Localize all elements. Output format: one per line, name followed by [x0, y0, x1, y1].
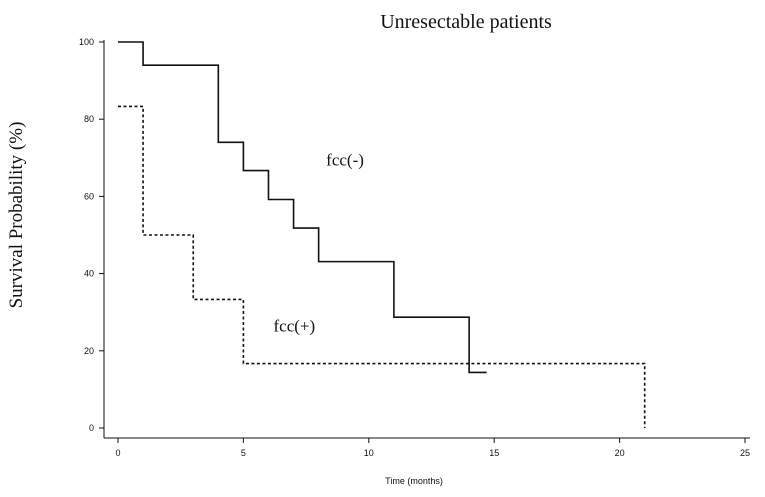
x-tick-label: 15: [489, 448, 499, 458]
x-tick-label: 5: [241, 448, 246, 458]
axis-ticks: 0 5 10 15 20 25 0 20 40 60 80 100: [79, 37, 750, 458]
chart-title: Unresectable patients: [380, 11, 552, 33]
annotation-layer: fcc(-) fcc(+): [273, 151, 363, 336]
y-tick-label: 40: [84, 269, 94, 279]
x-tick-label: 0: [115, 448, 120, 458]
x-tick-label: 20: [615, 448, 625, 458]
curve-label: fcc(-): [326, 151, 364, 170]
y-tick-label: 100: [79, 37, 94, 47]
y-axis-label: Survival Probability (%): [6, 122, 27, 309]
x-tick-label: 25: [740, 448, 750, 458]
curve-label: fcc(+): [273, 317, 315, 336]
y-tick-label: 20: [84, 346, 94, 356]
y-tick-label: 80: [84, 114, 94, 124]
x-axis-label: Time (months): [385, 476, 443, 486]
y-tick-label: 0: [89, 423, 94, 433]
x-tick-label: 10: [364, 448, 374, 458]
series-layer: [118, 41, 646, 428]
survival-curve-fcc-positive: [118, 105, 646, 428]
y-tick-label: 60: [84, 191, 94, 201]
survival-curve-fcc-negative: [118, 41, 487, 374]
